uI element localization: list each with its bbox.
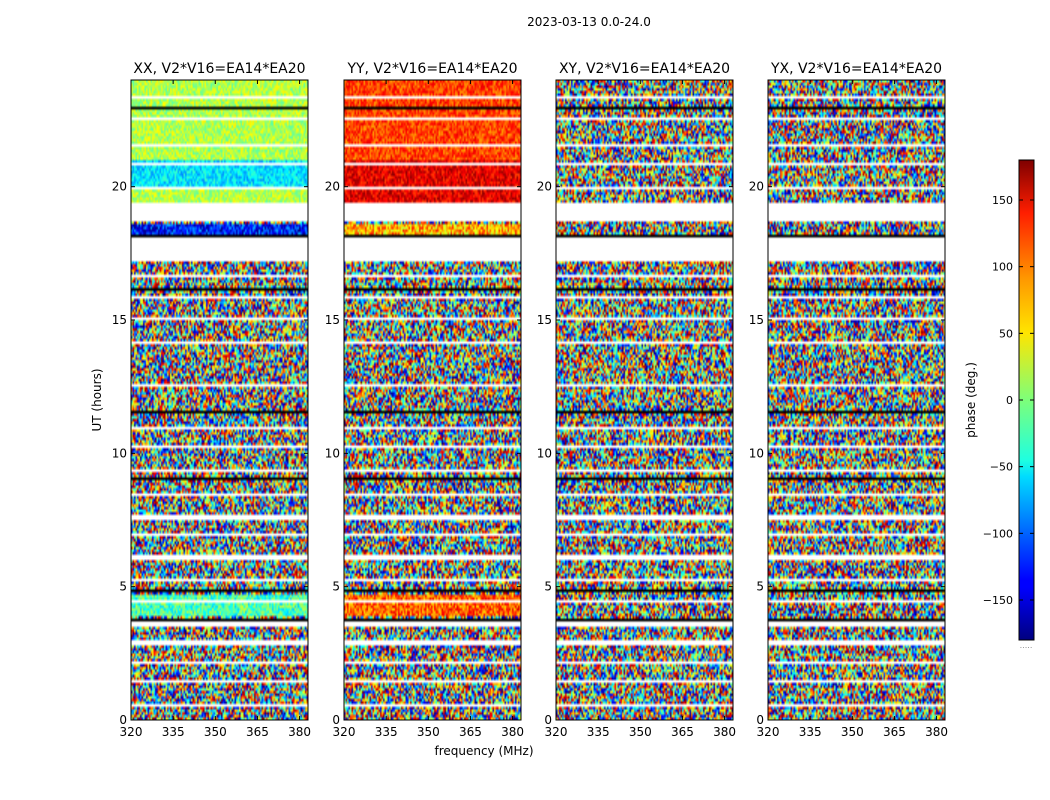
colorbar: 150 100 50 0 −50 −100 −150 phase (deg.) ..... (964, 159, 1035, 650)
x-tick-label: 320 (757, 725, 780, 739)
colorbar-label: phase (deg.) (964, 362, 978, 438)
panel-frame (555, 79, 734, 721)
x-tick-label: 350 (629, 725, 652, 739)
panel-frame (130, 79, 309, 721)
phase-heatmap (131, 80, 308, 720)
colorbar-tick-label: 50 (999, 327, 1013, 340)
colorbar-tick-label: −100 (983, 527, 1013, 540)
x-tick-label: 380 (925, 725, 948, 739)
y-tick-label: 15 (325, 313, 340, 327)
x-tick-label: 365 (883, 725, 906, 739)
phase-heatmap (344, 80, 521, 720)
panel-frame (343, 79, 522, 721)
x-tick-label: 335 (162, 725, 185, 739)
x-tick-label: 350 (841, 725, 864, 739)
y-tick-label: 5 (119, 580, 127, 594)
y-tick-label: 0 (756, 713, 764, 727)
phase-heatmap (768, 80, 945, 720)
colorbar-ticks: 150 100 50 0 −50 −100 −150 (983, 194, 1034, 607)
y-tick-label: 15 (112, 313, 127, 327)
y-tick-label: 20 (537, 180, 552, 194)
panels-group: XX, V2*V16=EA14*EA20 320 335 350 365 380 0 5 10 1… (112, 61, 948, 739)
figure-suptitle: 2023-03-13 0.0-24.0 (527, 15, 651, 29)
colorbar-tick-label: 150 (992, 194, 1013, 207)
colorbar-tick-label: 100 (992, 261, 1013, 274)
x-tick-label: 335 (587, 725, 610, 739)
phase-heatmap (556, 80, 733, 720)
y-tick-label: 15 (749, 313, 764, 327)
colorbar-tick-label: −150 (983, 594, 1013, 607)
x-tick-label: 380 (288, 725, 311, 739)
panel-title: XX, V2*V16=EA14*EA20 (133, 61, 305, 77)
x-tick-label: 320 (120, 725, 143, 739)
panel-title: XY, V2*V16=EA14*EA20 (559, 61, 730, 77)
y-tick-label: 0 (119, 713, 127, 727)
y-tick-label: 20 (749, 180, 764, 194)
x-tick-label: 380 (501, 725, 524, 739)
y-tick-label: 5 (332, 580, 340, 594)
y-tick-label: 10 (112, 446, 127, 460)
y-tick-label: 15 (537, 313, 552, 327)
y-tick-label: 5 (544, 580, 552, 594)
panel-title: YX, V2*V16=EA14*EA20 (770, 61, 942, 77)
panel-title: YY, V2*V16=EA14*EA20 (346, 61, 517, 77)
panel-yy: YY, V2*V16=EA14*EA20 320 335 350 365 380 0 5 10 1… (325, 61, 524, 739)
colorbar-tick-label: 0 (1006, 394, 1013, 407)
x-tick-label: 365 (459, 725, 482, 739)
panel-frame (767, 79, 946, 721)
panel-xy: XY, V2*V16=EA14*EA20 320 335 350 365 380 0 5 10 1… (537, 61, 736, 739)
x-tick-label: 335 (375, 725, 398, 739)
y-tick-label: 0 (544, 713, 552, 727)
y-tick-label: 20 (112, 180, 127, 194)
y-tick-label: 0 (332, 713, 340, 727)
x-tick-label: 380 (713, 725, 736, 739)
x-tick-label: 320 (545, 725, 568, 739)
y-tick-label: 10 (537, 446, 552, 460)
x-tick-label: 365 (671, 725, 694, 739)
y-tick-label: 10 (749, 446, 764, 460)
colorbar-tick-label: −50 (990, 461, 1013, 474)
x-tick-label: 320 (333, 725, 356, 739)
y-tick-label: 5 (756, 580, 764, 594)
panel-yx: YX, V2*V16=EA14*EA20 320 335 350 365 380 0 5 10 1… (749, 61, 948, 739)
colorbar-footer: ..... (1020, 641, 1033, 650)
y-tick-label: 20 (325, 180, 340, 194)
x-tick-label: 350 (204, 725, 227, 739)
x-axis-label: frequency (MHz) (434, 744, 533, 758)
y-tick-label: 10 (325, 446, 340, 460)
x-tick-label: 350 (417, 725, 440, 739)
y-axis-label: UT (hours) (90, 368, 104, 431)
panel-xx: XX, V2*V16=EA14*EA20 320 335 350 365 380 0 5 10 1… (112, 61, 311, 739)
x-tick-label: 335 (799, 725, 822, 739)
x-tick-label: 365 (246, 725, 269, 739)
